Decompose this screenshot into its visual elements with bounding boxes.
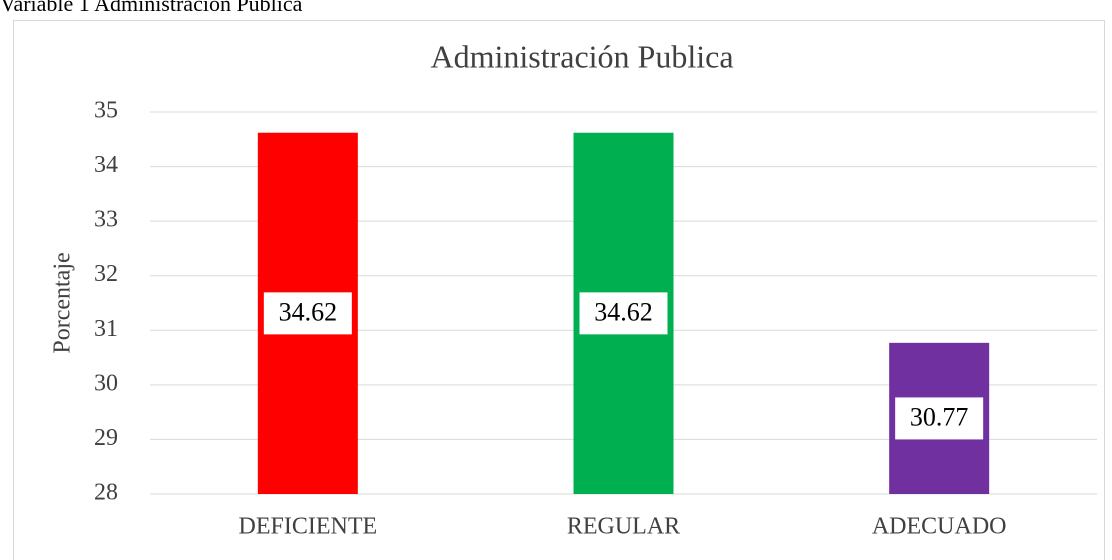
data-label: 34.62 — [594, 297, 653, 326]
data-label-box — [579, 292, 668, 335]
y-tick-label: 30 — [94, 370, 118, 396]
y-tick-label: 32 — [94, 261, 118, 287]
data-label-box — [263, 292, 352, 335]
y-tick-label: 31 — [94, 316, 118, 342]
y-tick-label: 34 — [94, 152, 118, 178]
y-tick-label: 33 — [94, 207, 118, 233]
data-label: 34.62 — [279, 297, 338, 326]
data-label-box — [895, 397, 984, 440]
y-axis-label: Porcentaje — [50, 252, 76, 353]
y-tick-label: 35 — [94, 98, 118, 124]
chart-title: Administración Publica — [430, 38, 733, 74]
data-label: 30.77 — [910, 402, 969, 431]
x-tick-label: ADECUADO — [872, 514, 1007, 540]
chart-frame — [13, 20, 1105, 560]
y-tick-label: 29 — [94, 425, 118, 451]
x-tick-label: REGULAR — [567, 514, 680, 540]
x-tick-label: DEFICIENTE — [239, 514, 378, 540]
caption: Variable 1 Administración Publica — [0, 0, 303, 16]
y-tick-label: 28 — [94, 480, 118, 506]
